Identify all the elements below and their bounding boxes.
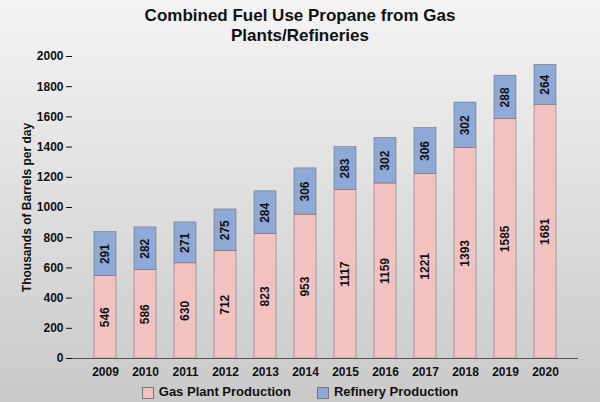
svg-text:800: 800 xyxy=(43,231,63,245)
svg-text:546: 546 xyxy=(98,307,112,327)
svg-text:283: 283 xyxy=(338,158,352,178)
svg-text:1200: 1200 xyxy=(37,170,64,184)
svg-text:1585: 1585 xyxy=(498,225,512,252)
svg-text:1000: 1000 xyxy=(37,200,64,214)
svg-text:2015: 2015 xyxy=(332,365,359,379)
svg-text:600: 600 xyxy=(43,261,63,275)
svg-text:2020: 2020 xyxy=(532,365,559,379)
html-text:Refinery Production: Refinery Production xyxy=(334,384,459,399)
svg-text:2012: 2012 xyxy=(212,365,239,379)
svg-text:302: 302 xyxy=(458,115,472,135)
svg-text:1600: 1600 xyxy=(37,110,64,124)
svg-text:400: 400 xyxy=(43,291,63,305)
svg-text:291: 291 xyxy=(98,244,112,264)
svg-text:264: 264 xyxy=(538,74,552,94)
svg-text:1117: 1117 xyxy=(338,261,352,287)
svg-text:2016: 2016 xyxy=(372,365,399,379)
svg-text:306: 306 xyxy=(418,141,432,161)
svg-text:288: 288 xyxy=(498,87,512,107)
svg-text:712: 712 xyxy=(218,294,232,314)
svg-text:Thousands of Barrels per day: Thousands of Barrels per day xyxy=(20,122,34,292)
svg-text:284: 284 xyxy=(258,202,272,222)
svg-text:200: 200 xyxy=(43,321,63,335)
svg-text:282: 282 xyxy=(138,238,152,258)
svg-text:1400: 1400 xyxy=(37,140,64,154)
svg-text:275: 275 xyxy=(218,220,232,240)
svg-text:823: 823 xyxy=(258,286,272,306)
svg-text:1393: 1393 xyxy=(458,240,472,267)
svg-text:0: 0 xyxy=(57,351,64,365)
html-text:Gas Plant Production: Gas Plant Production xyxy=(158,384,291,399)
svg-text:1800: 1800 xyxy=(37,80,64,94)
svg-text:2019: 2019 xyxy=(492,365,519,379)
svg-text:586: 586 xyxy=(138,304,152,324)
svg-text:953: 953 xyxy=(298,276,312,296)
svg-text:306: 306 xyxy=(298,181,312,201)
svg-text:2014: 2014 xyxy=(292,365,319,379)
svg-text:302: 302 xyxy=(378,150,392,170)
svg-text:1221: 1221 xyxy=(418,253,432,280)
svg-text:2018: 2018 xyxy=(452,365,479,379)
svg-text:1681: 1681 xyxy=(538,218,552,245)
svg-text:271: 271 xyxy=(178,233,192,253)
svg-text:2009: 2009 xyxy=(92,365,119,379)
svg-text:1159: 1159 xyxy=(378,258,392,284)
svg-text:630: 630 xyxy=(178,301,192,321)
svg-text:2011: 2011 xyxy=(172,365,198,379)
html-text:Combined Fuel Use Propane from: Combined Fuel Use Propane from Gas Plant… xyxy=(144,6,456,45)
svg-text:2000: 2000 xyxy=(37,49,64,63)
svg-text:2013: 2013 xyxy=(252,365,279,379)
svg-text:2010: 2010 xyxy=(132,365,159,379)
svg-text:2017: 2017 xyxy=(412,365,439,379)
